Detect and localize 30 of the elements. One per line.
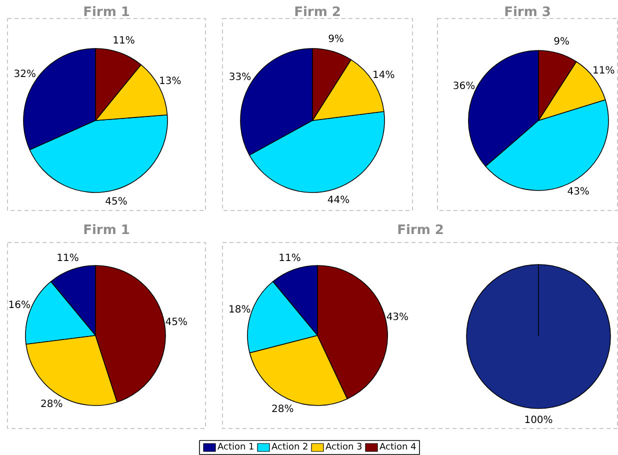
data-label: 16% [8,300,30,311]
data-label: 44% [327,195,350,206]
data-label: 32% [14,69,36,80]
data-label: 28% [40,399,63,410]
data-label: 43% [386,312,409,324]
legend-label: Action 4 [380,442,417,452]
data-label: 28% [272,404,294,416]
legend-label: Action 1 [218,442,254,452]
data-label: 36% [452,80,476,92]
data-label: 11% [112,36,135,47]
legend-label: Action 3 [326,442,362,452]
legend-label: Action 2 [272,442,308,452]
chart-title: Firm 2 [397,223,444,238]
data-label: 43% [567,186,590,198]
data-label: 13% [159,76,182,87]
data-label: 11% [592,65,615,76]
chart-title: Firm 1 [83,5,130,20]
data-label: 33% [228,72,252,84]
chart-title: Firm 3 [504,5,551,20]
data-label: 100% [524,415,553,426]
data-label: 9% [328,34,344,46]
chart-title: Firm 1 [83,223,130,238]
data-label: 18% [228,304,251,316]
data-label: 11% [56,252,79,264]
data-label: 14% [372,70,395,81]
data-label: 9% [554,36,570,48]
data-label: 11% [278,252,301,264]
data-label: 45% [105,196,128,208]
data-label: 45% [165,317,188,328]
chart-title: Firm 2 [294,5,341,20]
